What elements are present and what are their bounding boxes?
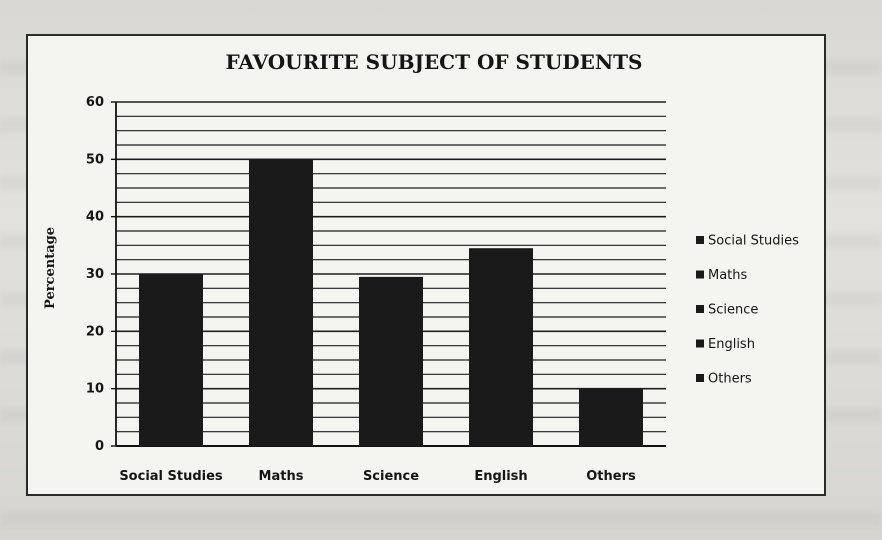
x-tick-label: Social Studies xyxy=(119,469,223,484)
y-tick-label: 60 xyxy=(86,95,104,110)
x-tick-label: English xyxy=(474,469,527,484)
legend-entry: Social Studies xyxy=(708,234,799,249)
gridlines xyxy=(116,101,666,433)
legend-swatch xyxy=(696,236,704,244)
x-tick-label: Others xyxy=(586,469,636,484)
y-tick-label: 50 xyxy=(86,152,104,167)
chart-title: FAVOURITE SUBJECT OF STUDENTS xyxy=(226,50,643,74)
bar-chart: FAVOURITE SUBJECT OF STUDENTS Percentage… xyxy=(43,50,799,484)
y-tick-labels: 0 10 20 30 40 50 60 xyxy=(86,95,116,454)
y-tick-label: 40 xyxy=(86,210,104,225)
background-streak xyxy=(0,512,882,526)
x-tick-label: Science xyxy=(363,469,419,484)
y-axis-label: Percentage xyxy=(43,227,58,309)
bar-others xyxy=(579,388,643,446)
y-tick-label: 0 xyxy=(95,439,104,454)
y-tick-label: 30 xyxy=(86,267,104,282)
legend-swatch xyxy=(696,339,704,348)
x-tick-labels: Social Studies Maths Science English Others xyxy=(119,469,636,484)
legend-swatch xyxy=(696,270,704,279)
legend-entry: Maths xyxy=(708,268,748,283)
legend: Social Studies Maths Science English Others xyxy=(696,234,799,387)
bar-english xyxy=(469,248,533,446)
x-tick-label: Maths xyxy=(259,469,304,484)
y-tick-label: 10 xyxy=(86,382,104,397)
bar-maths xyxy=(249,159,313,446)
y-tick-label: 20 xyxy=(86,324,104,339)
legend-entry: English xyxy=(708,337,755,352)
legend-entry: Others xyxy=(708,372,752,387)
chart-frame: FAVOURITE SUBJECT OF STUDENTS Percentage… xyxy=(26,34,826,496)
bars xyxy=(139,159,643,446)
legend-entry: Science xyxy=(708,303,758,318)
legend-swatch xyxy=(696,374,704,382)
bar-science xyxy=(359,276,423,446)
bar-social-studies xyxy=(139,274,203,446)
legend-swatch xyxy=(696,305,704,313)
